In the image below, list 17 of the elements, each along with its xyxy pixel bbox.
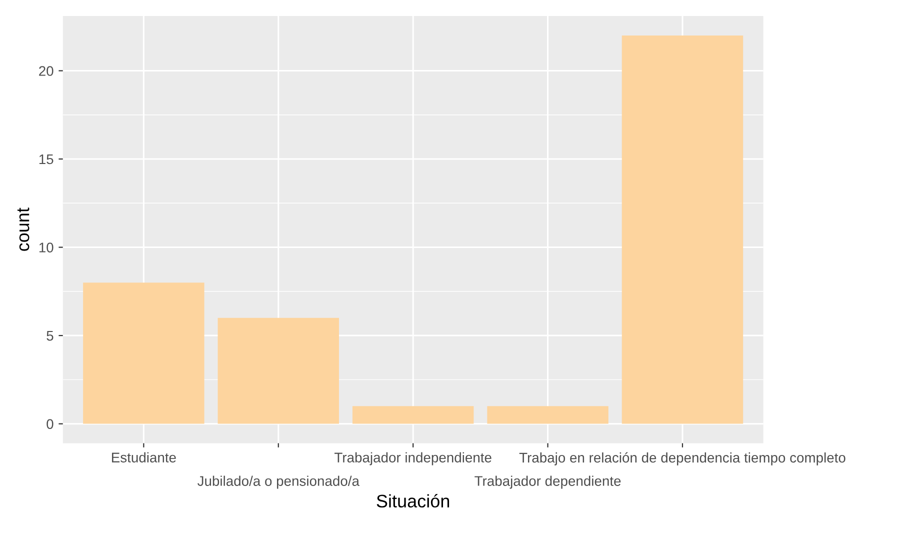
y-tick-label: 10: [39, 242, 54, 252]
y-tick-label: 0: [46, 419, 54, 429]
bar: [487, 406, 608, 424]
x-tick-label: Trabajador dependiente: [474, 476, 621, 489]
x-tick-label: Estudiante: [112, 452, 176, 462]
x-tick-label: Jubilado/a o pensionado/a: [198, 476, 360, 489]
bar: [352, 406, 474, 424]
x-axis-title: Situación: [376, 494, 450, 508]
y-tick-label: 15: [39, 154, 54, 164]
bar: [218, 318, 339, 424]
y-tick-label: 20: [39, 66, 54, 76]
x-tick-label: Trabajador independiente: [334, 452, 492, 466]
y-tick-label: 5: [46, 331, 54, 341]
bar: [622, 35, 744, 424]
y-axis-title: count: [17, 208, 30, 251]
bar: [83, 282, 204, 424]
x-tick-label: Trabajo en relación de dependencia tiempo completo: [519, 452, 846, 466]
